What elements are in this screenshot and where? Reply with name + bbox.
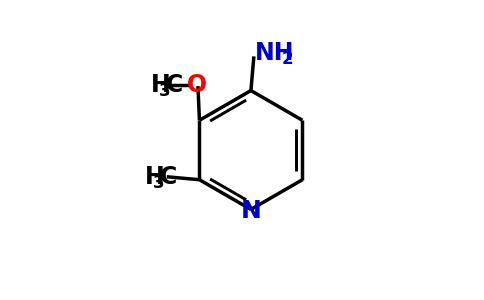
Text: NH: NH bbox=[255, 41, 294, 65]
Text: C: C bbox=[160, 165, 177, 189]
Text: H: H bbox=[144, 165, 164, 189]
Text: N: N bbox=[241, 199, 261, 223]
Text: C: C bbox=[166, 73, 183, 97]
Text: 3: 3 bbox=[153, 174, 165, 192]
Text: H: H bbox=[151, 73, 170, 97]
Text: 2: 2 bbox=[281, 50, 293, 68]
Text: O: O bbox=[186, 73, 207, 97]
Text: 3: 3 bbox=[159, 82, 170, 100]
